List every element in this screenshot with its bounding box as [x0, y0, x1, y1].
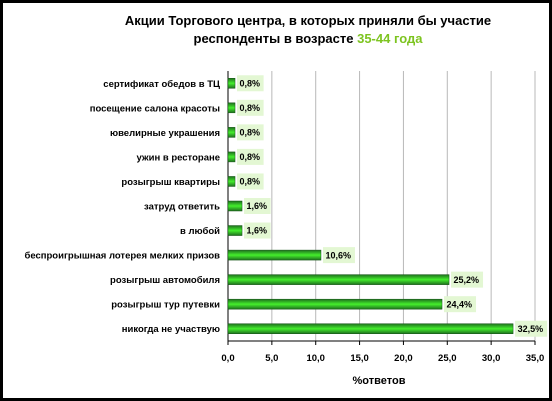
data-label: 24,4%	[447, 299, 473, 309]
category-label: сертификат обедов в ТЦ	[103, 79, 220, 90]
data-label: 0,8%	[240, 78, 261, 88]
bar	[227, 298, 443, 310]
data-label: 32,5%	[518, 324, 544, 334]
data-label-bg	[451, 271, 484, 288]
data-label: 0,8%	[240, 152, 261, 162]
data-label-bg	[322, 247, 355, 264]
bar	[227, 151, 236, 163]
data-label: 25,2%	[454, 275, 480, 285]
bars: 0,8% 0,8% 0,8% 0,8% 0,8% 1,6% 1,6% 10,6% 25,2% 24…	[227, 75, 548, 337]
data-label-bg	[237, 173, 264, 190]
category-label: розыгрыш автомобиля	[110, 275, 220, 286]
grid-lines	[227, 71, 536, 345]
data-label: 0,8%	[240, 103, 261, 113]
data-label-bg	[237, 75, 264, 92]
data-label-bg	[515, 320, 548, 337]
bar	[227, 78, 236, 89]
chart-title-line1: Акции Торгового центра, в которых принял…	[125, 13, 491, 28]
chart-title-prefix: респонденты в возрасте	[194, 31, 358, 46]
x-tick-label: 35,0	[526, 353, 545, 364]
category-label: розыгрыш квартиры	[121, 177, 220, 188]
bar	[227, 102, 236, 114]
category-label: ювелирные украшения	[110, 128, 220, 139]
chart-area: Акции Торгового центра, в которых принял…	[3, 3, 549, 398]
category-label: посещение салона красоты	[90, 103, 220, 114]
data-label-bg	[237, 124, 264, 141]
x-tick-labels: 0,0 5,0 10,0 15,0 20,0 25,0 30,0 35,0	[221, 353, 544, 364]
x-axis-label: %ответов	[353, 375, 406, 387]
category-label: затруд ответить	[144, 202, 220, 213]
category-label: ужин в ресторане	[136, 152, 220, 163]
category-labels: сертификат обедов в ТЦ посещение салона к…	[24, 79, 220, 335]
data-label: 10,6%	[325, 250, 351, 260]
data-label-bg	[237, 148, 264, 165]
data-label: 0,8%	[240, 128, 261, 138]
category-label: беспроигрышная лотерея мелких призов	[24, 251, 220, 262]
x-tick-label: 25,0	[438, 353, 457, 364]
bar	[227, 225, 243, 236]
chart-title-line2: респонденты в возрасте 35-44 года	[194, 31, 424, 46]
bar	[227, 249, 322, 261]
bar	[227, 200, 243, 212]
data-label-bg	[237, 99, 264, 116]
data-label-bg	[244, 198, 271, 214]
bar	[227, 274, 450, 285]
data-label: 1,6%	[247, 226, 268, 236]
x-tick-label: 20,0	[394, 353, 413, 364]
x-tick-label: 0,0	[221, 353, 234, 364]
chart-title-highlight: 35-44 года	[357, 31, 423, 46]
data-label: 1,6%	[247, 201, 268, 211]
data-label-bg	[244, 222, 271, 239]
x-tick-label: 5,0	[265, 353, 278, 364]
category-label: в любой	[180, 226, 220, 237]
data-label: 0,8%	[240, 177, 261, 187]
category-label: никогда не участвую	[122, 324, 220, 335]
bar-chart: Акции Торгового центра, в которых принял…	[24, 13, 548, 387]
bar	[227, 176, 236, 187]
x-tick-label: 15,0	[350, 353, 369, 364]
bar	[227, 323, 514, 334]
bar	[227, 127, 236, 138]
x-tick-label: 30,0	[482, 353, 501, 364]
category-label: розыгрыш тур путевки	[111, 300, 220, 311]
x-tick-label: 10,0	[306, 353, 325, 364]
data-label-bg	[444, 296, 477, 313]
